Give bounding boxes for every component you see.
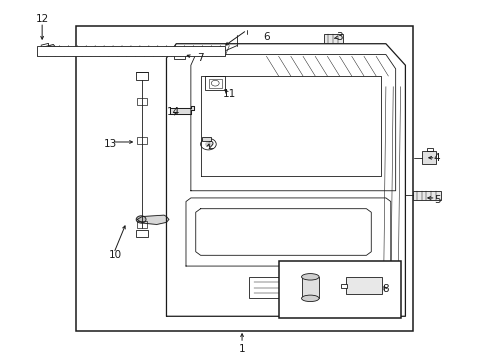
Bar: [208, 78, 221, 88]
Text: 14: 14: [167, 107, 180, 117]
Bar: [278, 261, 400, 318]
Text: 5: 5: [433, 195, 440, 205]
Bar: [137, 221, 147, 228]
Bar: [346, 277, 381, 294]
Bar: [37, 45, 224, 56]
Text: 13: 13: [103, 139, 117, 149]
Bar: [249, 277, 298, 298]
Text: 8: 8: [382, 284, 388, 294]
Bar: [421, 151, 435, 164]
Bar: [340, 284, 346, 288]
Bar: [426, 148, 432, 151]
Bar: [136, 230, 148, 237]
Text: 11: 11: [223, 89, 236, 99]
Text: 6: 6: [263, 32, 269, 41]
Polygon shape: [43, 44, 58, 52]
Ellipse shape: [301, 295, 319, 302]
Bar: [202, 137, 210, 141]
Circle shape: [136, 216, 146, 223]
Circle shape: [204, 141, 211, 147]
Bar: [76, 26, 412, 330]
Bar: [136, 72, 148, 80]
Text: 7: 7: [197, 53, 203, 63]
Text: 12: 12: [36, 14, 49, 24]
Bar: [205, 76, 224, 90]
Text: 1: 1: [238, 343, 245, 354]
Polygon shape: [170, 107, 193, 114]
Bar: [412, 191, 440, 200]
Bar: [137, 98, 147, 105]
Text: 10: 10: [108, 250, 122, 260]
Bar: [324, 34, 342, 43]
Bar: [173, 50, 184, 59]
Text: 4: 4: [433, 153, 440, 163]
Polygon shape: [137, 215, 168, 225]
Text: 3: 3: [336, 32, 342, 41]
Bar: [301, 277, 319, 298]
Text: 2: 2: [206, 141, 213, 151]
Text: 9: 9: [309, 293, 315, 303]
Bar: [137, 137, 147, 144]
Ellipse shape: [301, 274, 319, 280]
